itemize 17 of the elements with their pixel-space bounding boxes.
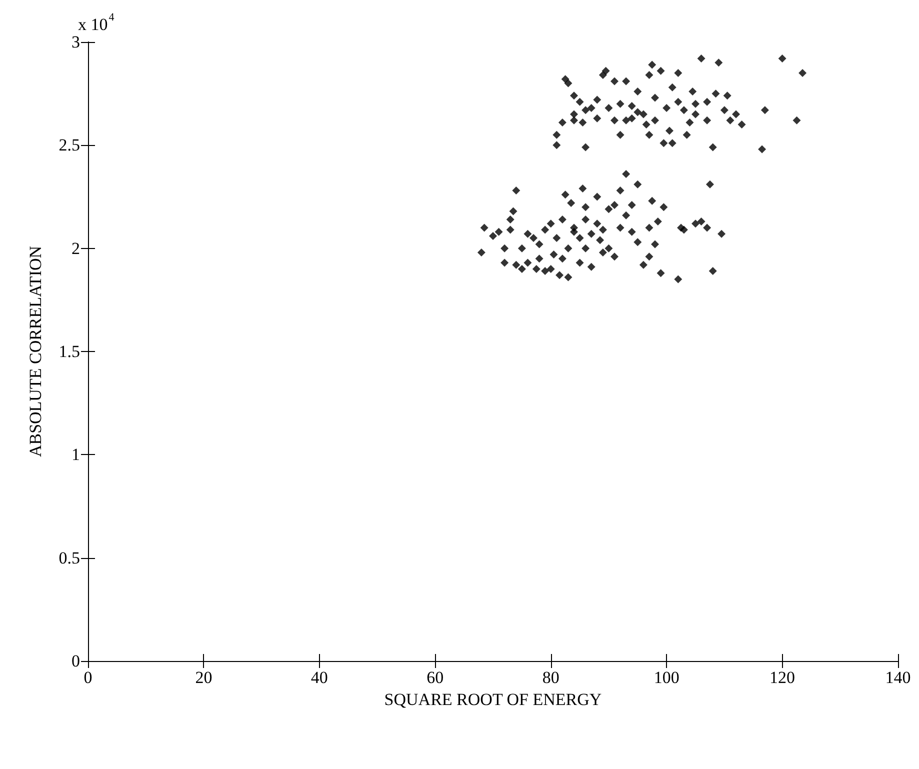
- x-tick-label: 0: [84, 668, 92, 687]
- y-tick-label: 0: [72, 652, 80, 670]
- y-tick-label: 3: [72, 32, 80, 52]
- x-tick-label: 60: [426, 668, 444, 687]
- x-tick-label: 140: [885, 668, 911, 687]
- x-axis-title: SQUARE ROOT OF ENERGY: [384, 690, 602, 709]
- x-tick-label: 80: [542, 668, 560, 687]
- y-axis-title: ABSOLUTE CORRELATION: [26, 246, 45, 458]
- y-tick-label: 2.5: [58, 136, 80, 155]
- y-tick-label: 1.5: [58, 342, 80, 361]
- x-tick-label: 120: [770, 668, 796, 687]
- x-tick-label: 20: [195, 668, 212, 687]
- y-tick-label: 1: [72, 445, 80, 464]
- x-tick-label: 100: [654, 668, 680, 687]
- y-tick-label: 2: [72, 238, 80, 258]
- y-tick-label: 0.5: [58, 548, 80, 568]
- x-tick-label: 40: [310, 668, 328, 687]
